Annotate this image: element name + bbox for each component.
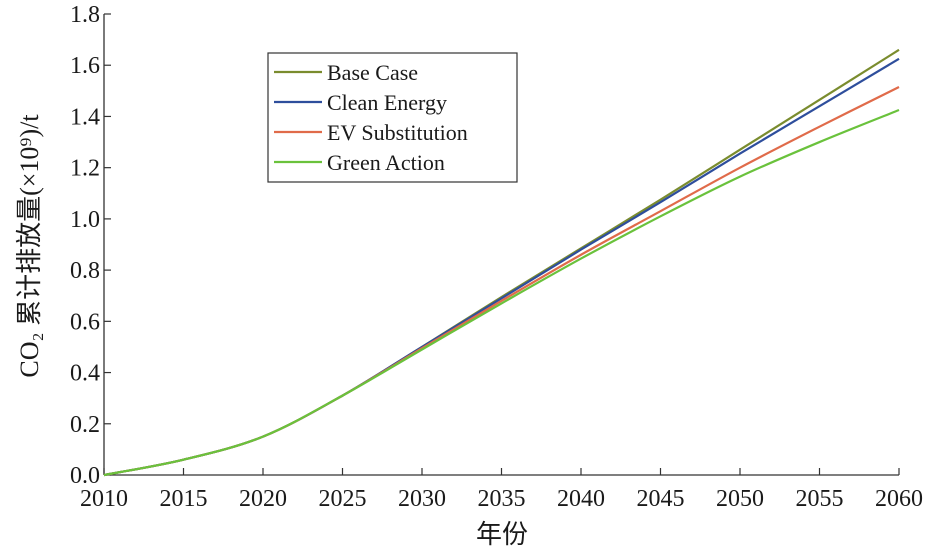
- legend-label: EV Substitution: [327, 120, 468, 145]
- x-tick-label: 2035: [478, 486, 526, 512]
- x-tick-label: 2015: [160, 486, 208, 512]
- x-tick-label: 2020: [239, 486, 287, 512]
- x-tick-label: 2050: [716, 486, 764, 512]
- x-tick-label: 2040: [557, 486, 605, 512]
- y-tick-label: 0.2: [70, 412, 100, 438]
- legend-label: Clean Energy: [327, 90, 447, 115]
- legend-box: [267, 52, 518, 183]
- x-tick-label: 2030: [398, 486, 446, 512]
- series-lines: [103, 48, 900, 477]
- tick-group: 2010 2015 2020 2025 2030 2035 2040 2045 2050 2055…: [70, 2, 923, 512]
- legend-label: Green Action: [327, 150, 445, 175]
- y-tick-label: 0.6: [70, 309, 100, 335]
- x-tick-label: 2045: [637, 486, 685, 512]
- legend-label: Base Case: [327, 60, 418, 85]
- x-tick-label: 2025: [319, 486, 367, 512]
- y-tick-label: 1.6: [70, 53, 100, 79]
- y-tick-label: 1.2: [70, 156, 100, 182]
- series-line-green-action: [103, 109, 900, 477]
- y-tick-label: 0.4: [70, 361, 100, 387]
- x-tick-label: 2060: [875, 486, 923, 512]
- x-tick-label: 2055: [796, 486, 844, 512]
- y-axis-title: CO₂ 累计排放量(×10⁹)/t: [15, 114, 44, 378]
- y-tick-label: 0.0: [70, 463, 100, 489]
- legend: Base Case Clean Energy EV Substitution Gree…: [267, 52, 518, 183]
- x-axis-title: 年份: [476, 520, 528, 549]
- y-tick-label: 1.8: [70, 2, 100, 28]
- x-tick-label: 2010: [80, 486, 128, 512]
- y-tick-label: 0.8: [70, 258, 100, 284]
- y-tick-label: 1.0: [70, 207, 100, 233]
- y-tick-label: 1.4: [70, 104, 100, 130]
